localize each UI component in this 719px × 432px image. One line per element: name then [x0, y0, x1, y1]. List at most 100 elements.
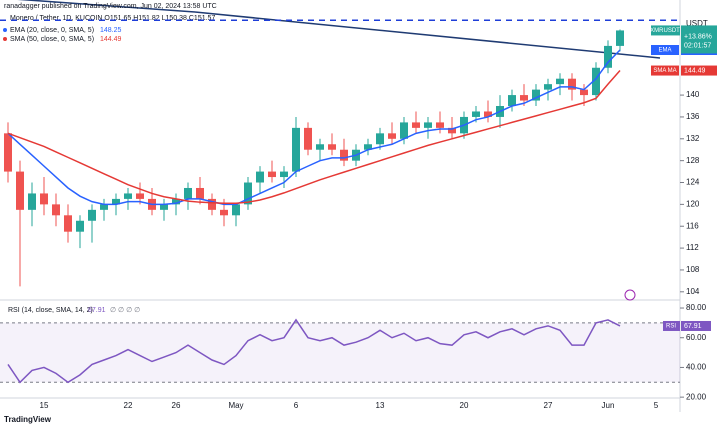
y-tick-label: 128 [686, 156, 700, 165]
x-tick-label: 22 [124, 401, 133, 410]
price-label-name: EMA [658, 48, 671, 54]
change-label: +13.86% [684, 33, 712, 40]
legend-value: 148.25 [100, 27, 122, 34]
legend-name: EMA (20, close, 0, SMA, 5) [10, 27, 94, 34]
countdown-label: 02:01:57 [684, 42, 711, 49]
candle-body [400, 122, 408, 139]
candle-body [16, 171, 24, 210]
rsi-value: 67.91 [88, 307, 106, 314]
candle-body [40, 193, 48, 205]
rsi-short: RSI [666, 324, 676, 330]
price-label-name: SMA MA [653, 68, 676, 74]
candle-body [280, 171, 288, 178]
candle-body [184, 187, 192, 199]
y-tick-label: 104 [686, 287, 700, 296]
price-label-box [681, 65, 717, 76]
icon [624, 289, 636, 301]
legend-swatch [3, 28, 7, 32]
candle-body [340, 149, 348, 161]
x-tick-label: May [228, 401, 243, 410]
indicator-line [7, 70, 621, 205]
candle-body [196, 187, 204, 199]
candle-body [88, 209, 96, 221]
candle-body [412, 122, 420, 128]
candle-body [112, 198, 120, 205]
price-label-box [663, 320, 680, 331]
price-label-box [651, 45, 679, 55]
x-tick-label: 26 [172, 401, 181, 410]
candle-body [508, 95, 516, 107]
candle-body [256, 171, 264, 183]
candle-body [592, 67, 600, 96]
price-label: 144.49 [684, 67, 706, 74]
y-tick-label: 120 [686, 199, 700, 208]
candle-body [268, 171, 276, 178]
candle-body [160, 204, 168, 210]
candle-body [376, 133, 384, 145]
candle-body [484, 111, 492, 117]
rsi-label: 67.91 [684, 323, 702, 330]
candle-body [28, 193, 36, 210]
trendline [17, 0, 196, 13]
y-tick-label: 132 [686, 134, 700, 143]
y-tick-label: 20.00 [686, 392, 707, 401]
y-tick-label: 116 [686, 221, 699, 230]
candle-body [520, 95, 528, 101]
y-tick-label: 40.00 [686, 363, 707, 372]
legend-swatch [3, 37, 7, 41]
candle-body [316, 144, 324, 150]
candle-body [136, 193, 144, 199]
y-tick-label: 60.00 [686, 333, 707, 342]
candle-body [436, 122, 444, 128]
candle-body [544, 84, 552, 90]
candle-body [388, 133, 396, 139]
trendline [194, 11, 661, 59]
x-tick-label: 20 [460, 401, 469, 410]
y-tick-label: 108 [686, 265, 700, 274]
rsi-name: RSI (14, close, SMA, 14, 2) [8, 307, 93, 314]
price-label-box [651, 25, 680, 36]
candle-body [472, 111, 480, 117]
price-label-box [651, 65, 679, 76]
y-tick-label: 136 [686, 112, 700, 121]
y-tick-label: 112 [686, 243, 699, 252]
price-label-box [681, 25, 717, 54]
x-tick-label: 5 [654, 401, 659, 410]
candle-body [124, 193, 132, 199]
symbol-label: XMRUSDT [650, 28, 680, 34]
candle-body [100, 204, 108, 210]
candle-body [208, 198, 216, 210]
y-tick-label: 80.00 [686, 303, 707, 312]
candle-body [556, 78, 564, 85]
candle-body [64, 215, 72, 232]
candle-body [364, 144, 372, 150]
candle-body [220, 209, 228, 216]
candle-body [448, 127, 456, 134]
rsi-band [0, 322, 680, 383]
rsi-line [7, 318, 621, 384]
candle-body [292, 127, 300, 172]
price-label-box [681, 320, 711, 331]
candle-body [304, 127, 312, 150]
chart-title: Monero / Tether, 1D, KUCOIN O151.65 H151… [10, 15, 215, 22]
candle-body [244, 182, 252, 205]
candle-body [580, 89, 588, 96]
y-tick-label: 124 [686, 178, 700, 187]
y-tick-label: 140 [686, 90, 700, 99]
legend-name: SMA (50, close, 0, SMA, 5) [10, 36, 94, 43]
candle-body [424, 122, 432, 128]
header: ranadagger published on TradingView.com,… [4, 3, 217, 10]
indicator-line [7, 49, 621, 206]
legend-value: 144.49 [100, 36, 122, 43]
currency: USDT [686, 19, 708, 28]
footer: TradingView [4, 415, 52, 424]
candle-body [52, 204, 60, 216]
candle-body [76, 220, 84, 232]
candle-body [172, 198, 180, 205]
x-tick-label: 13 [376, 401, 385, 410]
candle-body [604, 45, 612, 68]
candle-body [616, 30, 624, 46]
candle-body [532, 89, 540, 101]
x-tick-label: Jun [602, 401, 615, 410]
